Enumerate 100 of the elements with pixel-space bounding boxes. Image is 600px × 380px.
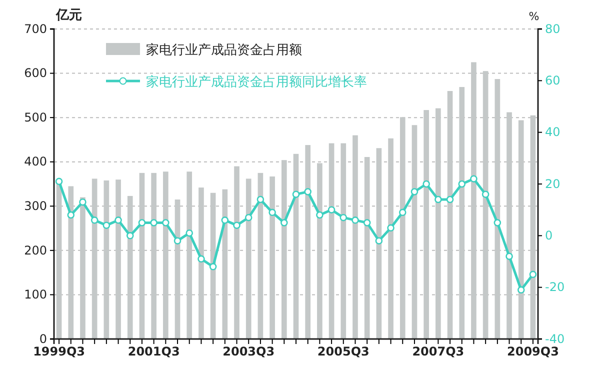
bar: [68, 186, 74, 339]
point: [494, 219, 502, 226]
point: [340, 214, 348, 222]
point: [221, 216, 229, 224]
y2-tick-label: -20: [545, 280, 565, 294]
y-tick-label: 200: [24, 243, 47, 258]
bar: [376, 148, 382, 339]
bar: [494, 79, 500, 339]
point: [268, 208, 276, 216]
bar: [163, 172, 168, 339]
x-tick-label: 2005Q3: [317, 344, 370, 359]
bar: [270, 176, 275, 339]
point: [410, 188, 418, 196]
bar: [340, 143, 346, 339]
bar: [530, 115, 536, 339]
y2-tick-label: 20: [545, 176, 560, 191]
bar: [400, 117, 406, 339]
point: [529, 270, 537, 278]
bar: [447, 91, 453, 339]
bar: [246, 178, 252, 339]
bar: [412, 125, 418, 339]
bar: [518, 120, 524, 339]
bar: [328, 143, 334, 339]
y-axis-title: 亿元: [55, 8, 82, 23]
bar: [116, 180, 121, 339]
bar: [317, 163, 322, 339]
x-tick-label: 2009Q3: [506, 344, 559, 359]
bar: [80, 197, 86, 339]
point: [506, 252, 513, 260]
point: [114, 216, 122, 224]
y-tick-label: 600: [24, 66, 47, 80]
point: [233, 222, 240, 229]
y-tick-label: 0: [39, 332, 47, 346]
point: [363, 219, 371, 226]
point: [102, 222, 110, 229]
point: [244, 214, 252, 222]
bar: [186, 172, 192, 339]
point: [186, 229, 193, 237]
y-tick-label: 100: [24, 288, 47, 302]
point: [446, 196, 454, 204]
point: [517, 286, 525, 294]
point: [482, 190, 490, 198]
bar: [222, 189, 228, 339]
point: [280, 219, 288, 226]
point: [174, 237, 182, 244]
bar: [388, 138, 394, 339]
point: [387, 224, 394, 232]
point: [458, 180, 466, 188]
bar: [56, 182, 62, 339]
y-tick-label: 400: [24, 154, 47, 169]
bar: [234, 166, 240, 339]
point: [79, 198, 86, 206]
x-tick-label: 2003Q3: [222, 344, 275, 359]
point: [67, 211, 75, 219]
legend-label: 家电行业产成品资金占用额同比增长率: [146, 74, 367, 90]
bar: [436, 108, 441, 339]
point: [55, 178, 63, 186]
y2-tick-label: 80: [545, 22, 560, 36]
bar: [305, 145, 311, 339]
bar: [151, 172, 156, 339]
bar: [127, 196, 133, 339]
y-tick-label: 300: [24, 198, 47, 213]
point: [162, 219, 170, 226]
bar: [471, 62, 476, 339]
point: [256, 196, 264, 204]
point: [470, 175, 478, 182]
point: [198, 255, 205, 263]
y2-tick-label: 40: [545, 125, 560, 140]
y2-axis-title: %: [528, 10, 540, 23]
y-tick-label: 700: [24, 22, 47, 36]
point: [399, 208, 406, 216]
point: [138, 219, 146, 226]
y-tick-label: 500: [24, 110, 47, 124]
bar: [459, 87, 465, 339]
bar: [104, 180, 110, 339]
point: [90, 216, 98, 224]
bar: [482, 71, 488, 339]
x-tick-label: 2001Q3: [128, 344, 180, 359]
point: [434, 196, 442, 204]
x-tick-label: 1999Q3: [33, 344, 86, 359]
x-tick-label: 2007Q3: [412, 344, 464, 359]
bar: [506, 112, 512, 339]
bar: [281, 160, 287, 339]
point: [352, 216, 359, 224]
point: [150, 219, 158, 226]
bar: [364, 156, 370, 339]
y2-tick-label: 0: [545, 228, 553, 243]
point: [328, 206, 336, 214]
legend-label: 家电行业产成品资金占用额: [146, 42, 302, 58]
point: [209, 263, 217, 270]
point: [126, 232, 134, 240]
bar: [198, 188, 204, 339]
point: [292, 190, 300, 198]
bar: [139, 172, 145, 339]
point: [375, 237, 383, 244]
y2-tick-label: 60: [545, 74, 560, 88]
bar: [424, 110, 429, 339]
point: [304, 188, 312, 196]
y2-tick-label: -40: [545, 332, 565, 346]
bar: [352, 135, 358, 339]
